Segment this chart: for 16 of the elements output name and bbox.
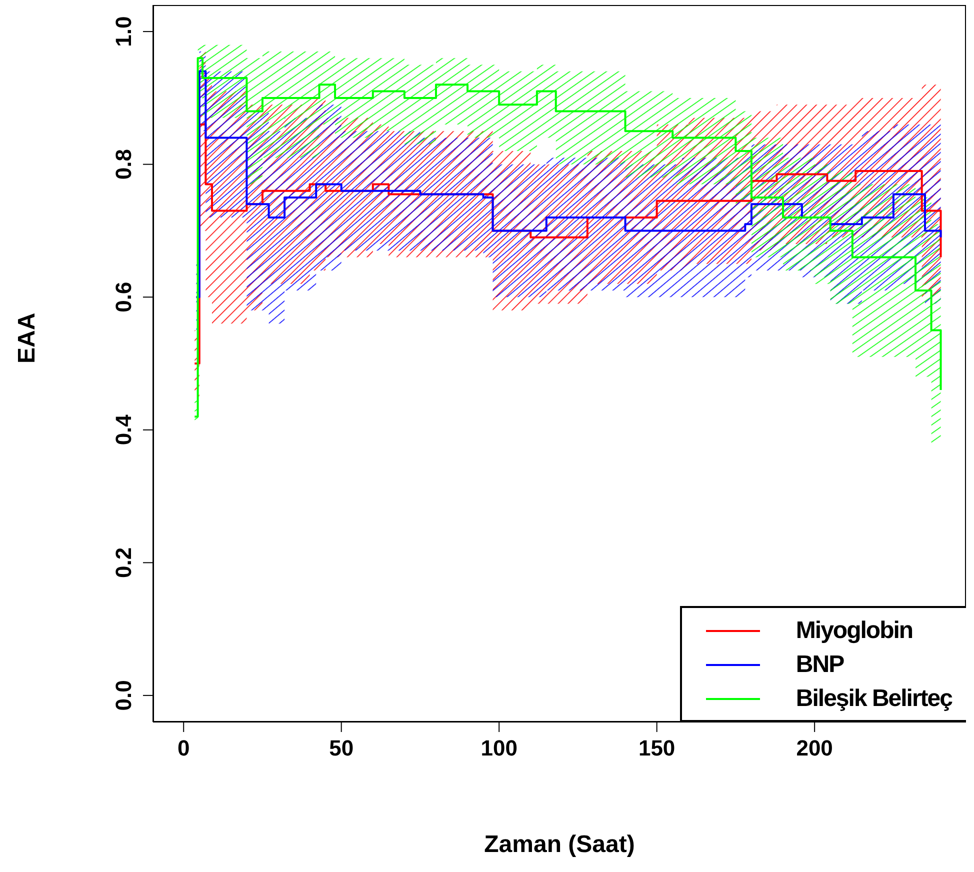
y-axis-title: EAA [14, 312, 41, 364]
y-tick-label: 0.8 [111, 149, 136, 180]
x-tick-label: 200 [796, 736, 833, 761]
x-tick-label: 0 [177, 736, 190, 761]
y-tick-label: 0.4 [111, 414, 136, 446]
y-tick-label: 0.2 [111, 547, 136, 578]
y-tick-label: 1.0 [111, 16, 136, 47]
x-tick-label: 50 [329, 736, 354, 761]
legend-label: Bileşik Belirteç [796, 685, 952, 713]
legend-label: BNP [796, 651, 844, 679]
legend-label: Miyoglobin [796, 617, 913, 645]
x-tick-label: 150 [638, 736, 676, 761]
x-tick-label: 100 [480, 736, 518, 761]
x-axis-title: Zaman (Saat) [484, 831, 635, 858]
y-tick-label: 0.6 [111, 282, 136, 312]
y-tick-label: 0.0 [111, 680, 136, 711]
